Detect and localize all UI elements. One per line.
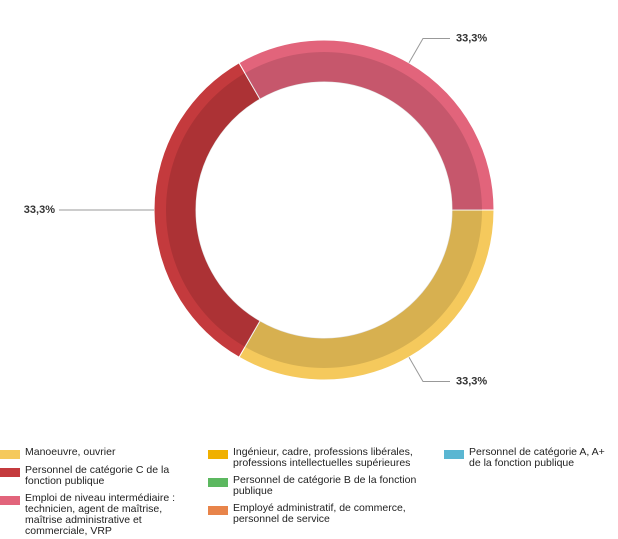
leader-line	[408, 356, 450, 382]
slice-shade	[245, 52, 482, 210]
legend-label: Emploi de niveau intermédiaire : technic…	[25, 492, 175, 537]
legend-swatch	[444, 450, 464, 459]
legend-column: Ingénieur, cadre, professions libérales,…	[208, 447, 438, 525]
legend-swatch	[0, 468, 20, 477]
data-label: 33,3%	[456, 375, 487, 387]
legend-item: Employé administratif, de commerce, pers…	[208, 503, 438, 525]
legend-item: Personnel de catégorie B de la fonction …	[208, 475, 438, 497]
legend-swatch	[0, 450, 20, 459]
legend-item: Ingénieur, cadre, professions libérales,…	[208, 447, 438, 469]
donut-slice	[238, 39, 495, 211]
legend-label: Employé administratif, de commerce, pers…	[233, 502, 406, 525]
leader-line	[408, 38, 450, 64]
legend-label: Personnel de catégorie A, A+ de la fonct…	[469, 446, 605, 469]
legend: Manoeuvre, ouvrier Personnel de catégorie…	[0, 447, 618, 539]
legend-label: Ingénieur, cadre, professions libérales,…	[233, 446, 413, 469]
legend-swatch	[0, 496, 20, 505]
legend-column: Manoeuvre, ouvrier Personnel de catégorie…	[0, 447, 195, 537]
legend-label: Manoeuvre, ouvrier	[25, 446, 116, 458]
legend-label: Personnel de catégorie B de la fonction …	[233, 474, 417, 497]
legend-label: Personnel de catégorie C de la fonction …	[25, 464, 170, 487]
legend-swatch	[208, 450, 228, 459]
data-label: 33,3%	[456, 32, 487, 44]
legend-swatch	[208, 478, 228, 487]
legend-item: Personnel de catégorie A, A+ de la fonct…	[444, 447, 618, 469]
slice-shade	[245, 210, 482, 368]
slice-shade	[166, 73, 260, 347]
legend-column: Personnel de catégorie A, A+ de la fonct…	[444, 447, 618, 469]
chart: 33,3% 33,3% 33,3%	[24, 32, 495, 387]
legend-item: Personnel de catégorie C de la fonction …	[0, 465, 195, 487]
legend-item: Manoeuvre, ouvrier	[0, 447, 195, 459]
legend-item: Emploi de niveau intermédiaire : technic…	[0, 493, 195, 537]
data-label: 33,3%	[24, 204, 55, 216]
legend-swatch	[208, 506, 228, 515]
